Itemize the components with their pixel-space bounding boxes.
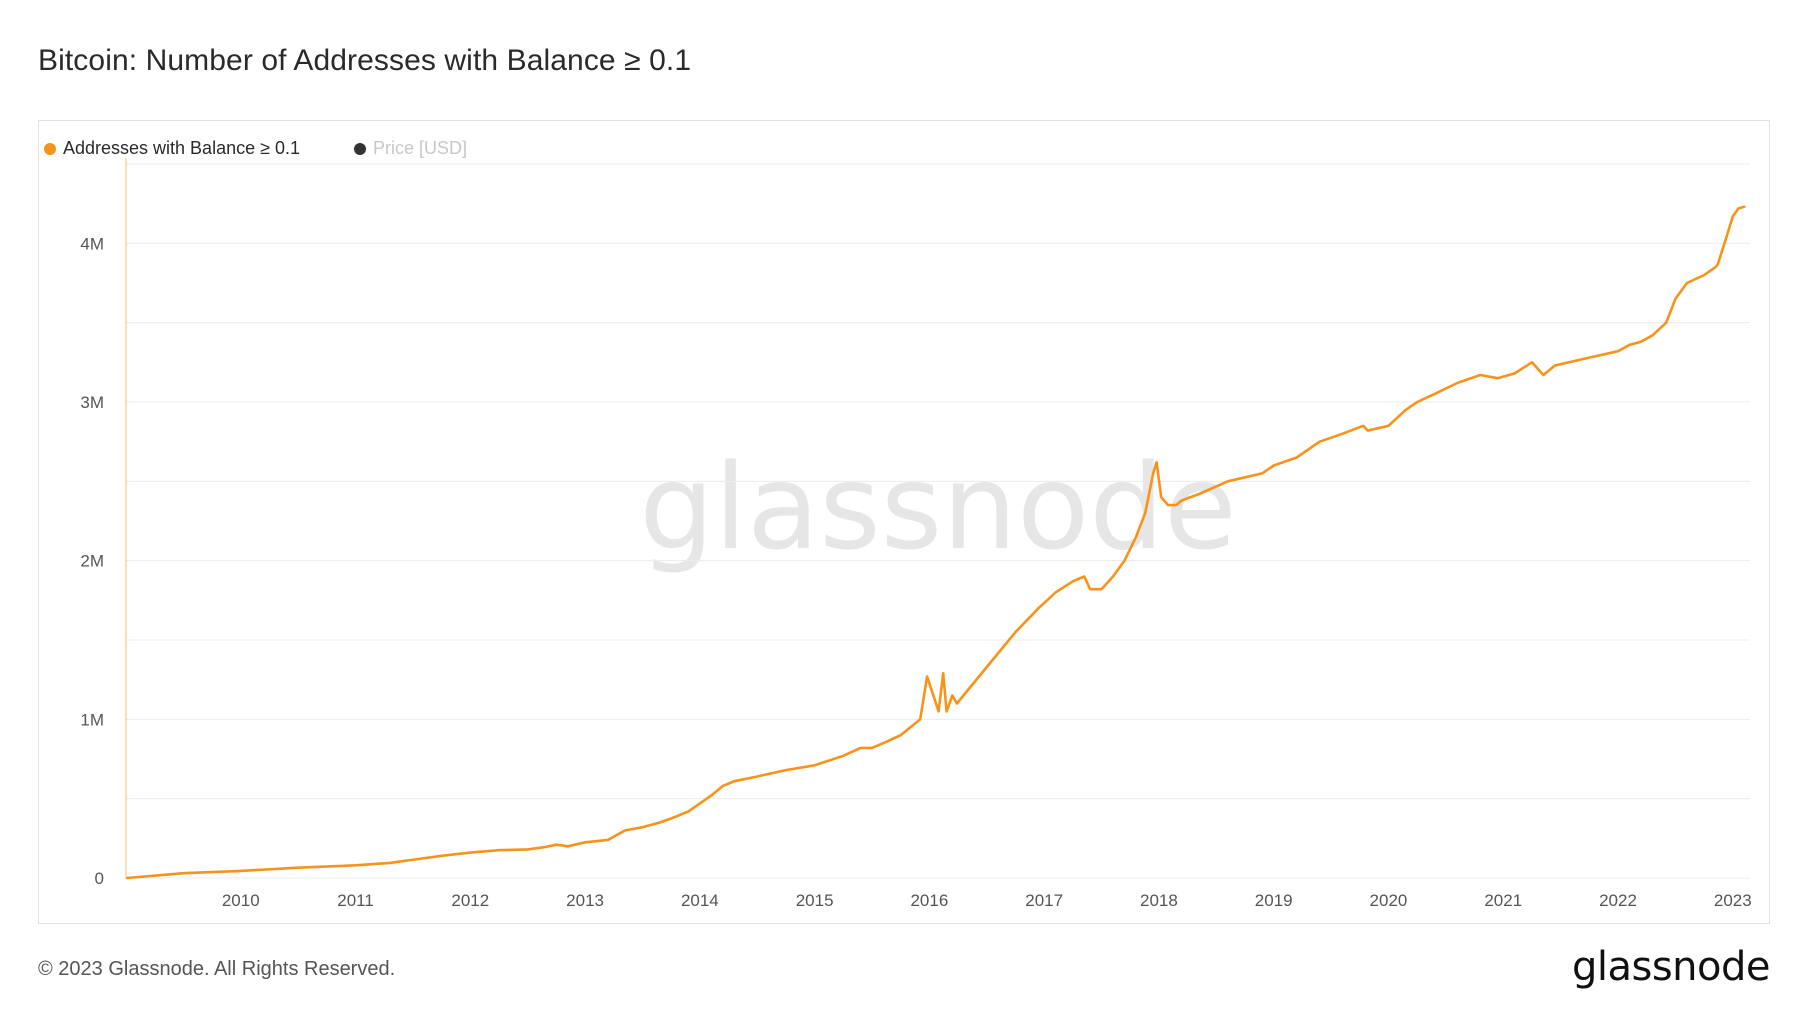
- x-tick-label: 2016: [910, 891, 948, 910]
- legend-item-addresses[interactable]: Addresses with Balance ≥ 0.1: [44, 138, 300, 159]
- chart-legend: Addresses with Balance ≥ 0.1 Price [USD]: [44, 138, 467, 159]
- x-tick-label: 2014: [681, 891, 719, 910]
- footer-logo: glassnode: [1571, 944, 1771, 990]
- x-tick-label: 2018: [1140, 891, 1178, 910]
- x-tick-label: 2020: [1370, 891, 1408, 910]
- x-tick-label: 2017: [1025, 891, 1063, 910]
- footer-copyright: © 2023 Glassnode. All Rights Reserved.: [38, 958, 396, 980]
- chart-frame: [38, 120, 1770, 924]
- y-tick-label: 2M: [80, 552, 104, 571]
- x-tick-label: 2019: [1255, 891, 1293, 910]
- y-tick-label: 3M: [80, 393, 104, 412]
- y-tick-label: 1M: [80, 710, 104, 729]
- x-tick-label: 2012: [451, 891, 489, 910]
- x-tick-label: 2021: [1484, 891, 1522, 910]
- watermark-text: glassnode: [639, 438, 1236, 576]
- page-title: Bitcoin: Number of Addresses with Balanc…: [38, 44, 692, 77]
- legend-dot-price: [354, 142, 367, 155]
- legend-label-price: Price [USD]: [373, 138, 468, 158]
- y-tick-label: 4M: [80, 234, 104, 253]
- x-tick-label: 2023: [1714, 891, 1752, 910]
- legend-item-price[interactable]: Price [USD]: [354, 138, 467, 159]
- x-tick-label: 2022: [1599, 891, 1637, 910]
- x-tick-label: 2013: [566, 891, 604, 910]
- y-tick-label: 0: [95, 869, 104, 888]
- legend-dot-addresses: [44, 142, 56, 155]
- x-tick-label: 2011: [337, 891, 374, 910]
- series-line-addresses: [125, 205, 1746, 880]
- x-tick-label: 2010: [222, 891, 260, 910]
- x-tick-label: 2015: [796, 891, 834, 910]
- legend-label-addresses: Addresses with Balance ≥ 0.1: [63, 138, 301, 158]
